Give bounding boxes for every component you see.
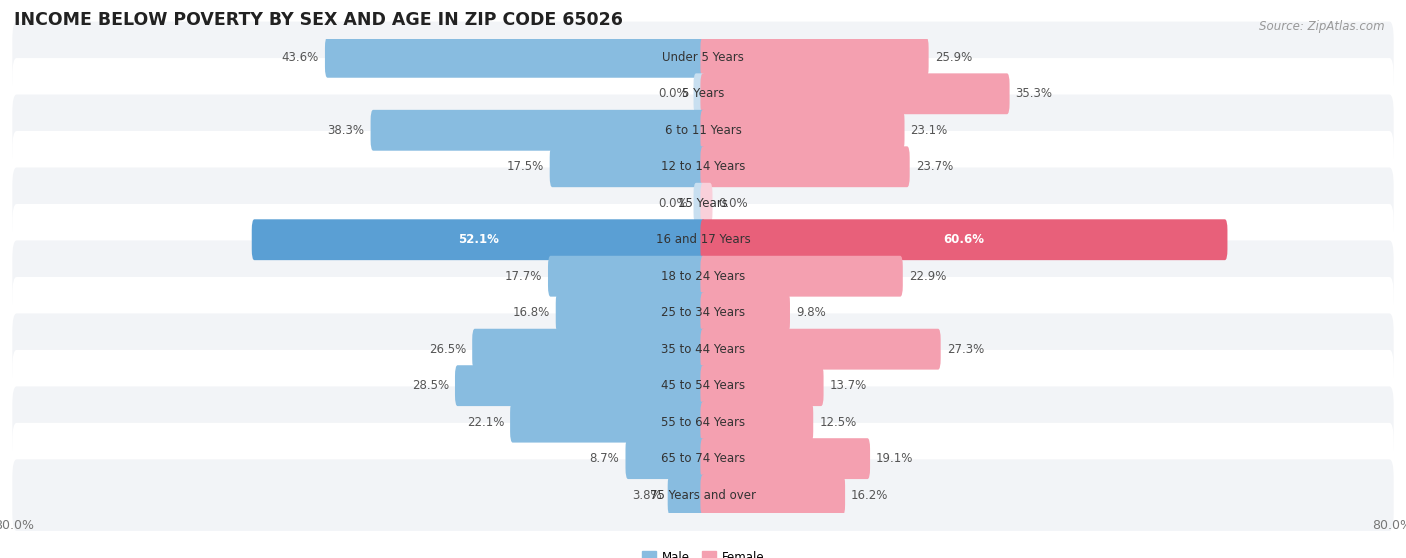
FancyBboxPatch shape	[13, 459, 1393, 531]
Text: Under 5 Years: Under 5 Years	[662, 51, 744, 64]
Text: Source: ZipAtlas.com: Source: ZipAtlas.com	[1260, 20, 1385, 32]
Text: 12 to 14 Years: 12 to 14 Years	[661, 160, 745, 173]
Text: 45 to 54 Years: 45 to 54 Years	[661, 379, 745, 392]
FancyBboxPatch shape	[13, 240, 1393, 312]
FancyBboxPatch shape	[700, 256, 903, 297]
FancyBboxPatch shape	[13, 22, 1393, 93]
FancyBboxPatch shape	[472, 329, 706, 369]
FancyBboxPatch shape	[252, 219, 706, 260]
FancyBboxPatch shape	[700, 73, 1010, 114]
FancyBboxPatch shape	[13, 94, 1393, 166]
Text: 3.8%: 3.8%	[633, 489, 662, 502]
Text: 0.0%: 0.0%	[658, 197, 688, 210]
Text: 18 to 24 Years: 18 to 24 Years	[661, 270, 745, 283]
FancyBboxPatch shape	[700, 183, 713, 224]
FancyBboxPatch shape	[510, 402, 706, 442]
Text: 17.7%: 17.7%	[505, 270, 541, 283]
Text: 25.9%: 25.9%	[935, 51, 972, 64]
FancyBboxPatch shape	[693, 183, 706, 224]
Text: 35.3%: 35.3%	[1015, 87, 1053, 100]
FancyBboxPatch shape	[700, 475, 845, 516]
Text: 17.5%: 17.5%	[506, 160, 544, 173]
Legend: Male, Female: Male, Female	[637, 547, 769, 558]
FancyBboxPatch shape	[668, 475, 706, 516]
Text: 75 Years and over: 75 Years and over	[650, 489, 756, 502]
FancyBboxPatch shape	[700, 365, 824, 406]
FancyBboxPatch shape	[13, 167, 1393, 239]
Text: 35 to 44 Years: 35 to 44 Years	[661, 343, 745, 355]
FancyBboxPatch shape	[700, 110, 904, 151]
Text: 60.6%: 60.6%	[943, 233, 984, 246]
Text: 12.5%: 12.5%	[820, 416, 856, 429]
Text: INCOME BELOW POVERTY BY SEX AND AGE IN ZIP CODE 65026: INCOME BELOW POVERTY BY SEX AND AGE IN Z…	[14, 11, 623, 29]
Text: 16.8%: 16.8%	[512, 306, 550, 319]
Text: 22.1%: 22.1%	[467, 416, 505, 429]
FancyBboxPatch shape	[700, 329, 941, 369]
Text: 13.7%: 13.7%	[830, 379, 868, 392]
FancyBboxPatch shape	[700, 146, 910, 187]
FancyBboxPatch shape	[700, 219, 1227, 260]
Text: 52.1%: 52.1%	[458, 233, 499, 246]
FancyBboxPatch shape	[13, 423, 1393, 494]
Text: 8.7%: 8.7%	[589, 452, 620, 465]
Text: 0.0%: 0.0%	[658, 87, 688, 100]
Text: 27.3%: 27.3%	[946, 343, 984, 355]
FancyBboxPatch shape	[13, 277, 1393, 348]
FancyBboxPatch shape	[13, 350, 1393, 421]
FancyBboxPatch shape	[700, 402, 813, 442]
Text: 19.1%: 19.1%	[876, 452, 914, 465]
FancyBboxPatch shape	[550, 146, 706, 187]
Text: 15 Years: 15 Years	[678, 197, 728, 210]
Text: 23.7%: 23.7%	[915, 160, 953, 173]
FancyBboxPatch shape	[693, 73, 706, 114]
Text: 16.2%: 16.2%	[851, 489, 889, 502]
Text: 28.5%: 28.5%	[412, 379, 449, 392]
Text: 55 to 64 Years: 55 to 64 Years	[661, 416, 745, 429]
FancyBboxPatch shape	[700, 37, 928, 78]
FancyBboxPatch shape	[13, 314, 1393, 385]
Text: 6 to 11 Years: 6 to 11 Years	[665, 124, 741, 137]
FancyBboxPatch shape	[548, 256, 706, 297]
FancyBboxPatch shape	[13, 58, 1393, 129]
Text: 26.5%: 26.5%	[429, 343, 467, 355]
Text: 23.1%: 23.1%	[911, 124, 948, 137]
Text: 5 Years: 5 Years	[682, 87, 724, 100]
Text: 38.3%: 38.3%	[328, 124, 364, 137]
Text: 65 to 74 Years: 65 to 74 Years	[661, 452, 745, 465]
FancyBboxPatch shape	[13, 386, 1393, 458]
FancyBboxPatch shape	[555, 292, 706, 333]
FancyBboxPatch shape	[325, 37, 706, 78]
Text: 0.0%: 0.0%	[718, 197, 748, 210]
FancyBboxPatch shape	[700, 438, 870, 479]
FancyBboxPatch shape	[626, 438, 706, 479]
FancyBboxPatch shape	[13, 131, 1393, 203]
FancyBboxPatch shape	[456, 365, 706, 406]
Text: 16 and 17 Years: 16 and 17 Years	[655, 233, 751, 246]
Text: 25 to 34 Years: 25 to 34 Years	[661, 306, 745, 319]
FancyBboxPatch shape	[13, 204, 1393, 276]
Text: 9.8%: 9.8%	[796, 306, 825, 319]
FancyBboxPatch shape	[371, 110, 706, 151]
Text: 22.9%: 22.9%	[908, 270, 946, 283]
FancyBboxPatch shape	[700, 292, 790, 333]
Text: 43.6%: 43.6%	[281, 51, 319, 64]
